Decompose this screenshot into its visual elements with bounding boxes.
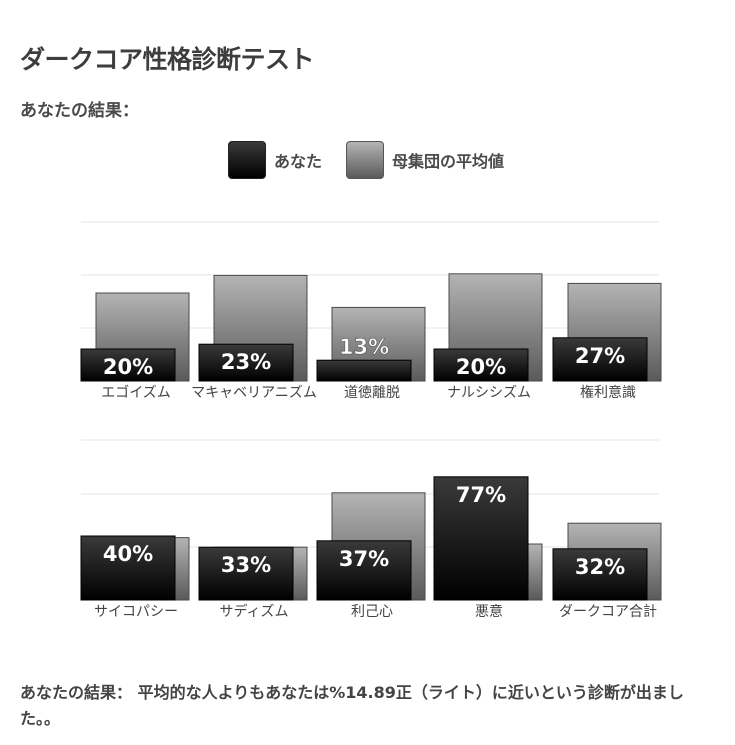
bar-value-label: 20% [456,355,506,379]
result-summary: あなたの結果： 平均的な人よりもあなたは%14.89正（ライト）に近いという診断… [20,683,684,728]
bar-you [433,476,529,601]
category-label: ダークコア合計 [559,604,657,620]
category-label: 利己心 [351,604,393,620]
bar-you [433,348,529,382]
bar-you [198,343,294,382]
results-heading: あなたの結果： [20,101,139,121]
bar-value-label: 32% [575,555,625,579]
bar-you [316,359,412,382]
page-title: ダークコア性格診断テスト [20,45,315,74]
bar-you [198,546,294,601]
category-label: ナルシシズム [447,385,531,401]
bar-value-label: 33% [221,553,271,577]
category-label: サディズム [219,603,288,620]
category-label: 権利意識 [580,384,636,401]
bar-value-label: 27% [575,344,625,368]
legend-label-average: 母集団の平均値 [392,152,505,171]
bar-value-label: 23% [221,350,271,374]
bar-you [80,535,176,601]
legend-item-average: 母集団の平均値 [346,139,504,181]
bar-you [80,348,176,382]
legend-swatch-average [346,141,384,179]
category-label: 道徳離脱 [344,384,400,401]
chart-legend: あなた 母集団の平均値 [0,139,735,181]
bar-you [552,337,648,382]
bar-value-label: 77% [456,483,506,507]
legend-swatch-you [228,141,266,179]
category-label: マキャベリアニズム [191,385,317,401]
results-chart: 20% エゴイズム 23% マキャベリアニズム 13% 道徳離脱 20% ナルシシズム 27% 権… [80,221,662,620]
legend-label-you: あなた [274,152,323,171]
bar-value-label: 40% [103,542,153,566]
bar-value-label: 20% [103,355,153,379]
bar-you [552,548,648,601]
bar-value-label: 13% [339,335,389,359]
category-label: エゴイズム [101,384,171,401]
bar-value-label: 37% [339,547,389,571]
category-label: 悪意 [475,603,503,620]
legend-item-you: あなた [228,139,322,181]
category-label: サイコパシー [94,604,178,620]
bar-you [316,540,412,601]
